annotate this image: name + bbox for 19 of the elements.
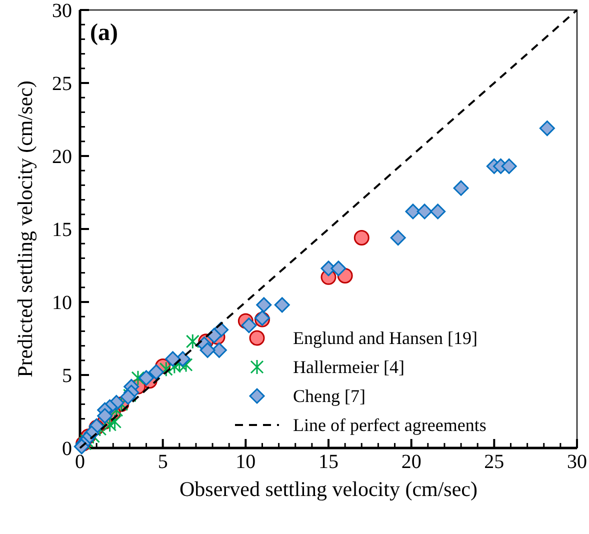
y-axis-title: Predicted settling velocity (cm/sec) bbox=[13, 80, 37, 378]
x-tick-label: 10 bbox=[236, 451, 256, 473]
y-tick-label: 15 bbox=[52, 219, 72, 241]
y-tick-label: 20 bbox=[52, 146, 72, 168]
x-tick-label: 25 bbox=[484, 451, 504, 473]
legend-label: Cheng [7] bbox=[293, 386, 366, 406]
legend-label: Hallermeier [4] bbox=[293, 357, 404, 377]
x-axis-title: Observed settling velocity (cm/sec) bbox=[180, 477, 478, 501]
y-tick-label: 30 bbox=[52, 0, 72, 22]
x-tick-label: 15 bbox=[318, 451, 338, 473]
y-tick-label: 5 bbox=[62, 365, 72, 387]
annotation: (a) bbox=[90, 20, 118, 46]
legend-label: Line of perfect agreements bbox=[293, 415, 486, 435]
x-tick-label: 5 bbox=[158, 451, 168, 473]
x-tick-label: 30 bbox=[567, 451, 587, 473]
x-tick-label: 20 bbox=[401, 451, 422, 473]
legend-label: Englund and Hansen [19] bbox=[293, 328, 478, 348]
y-tick-label: 25 bbox=[52, 73, 72, 95]
y-tick-label: 10 bbox=[52, 292, 72, 314]
